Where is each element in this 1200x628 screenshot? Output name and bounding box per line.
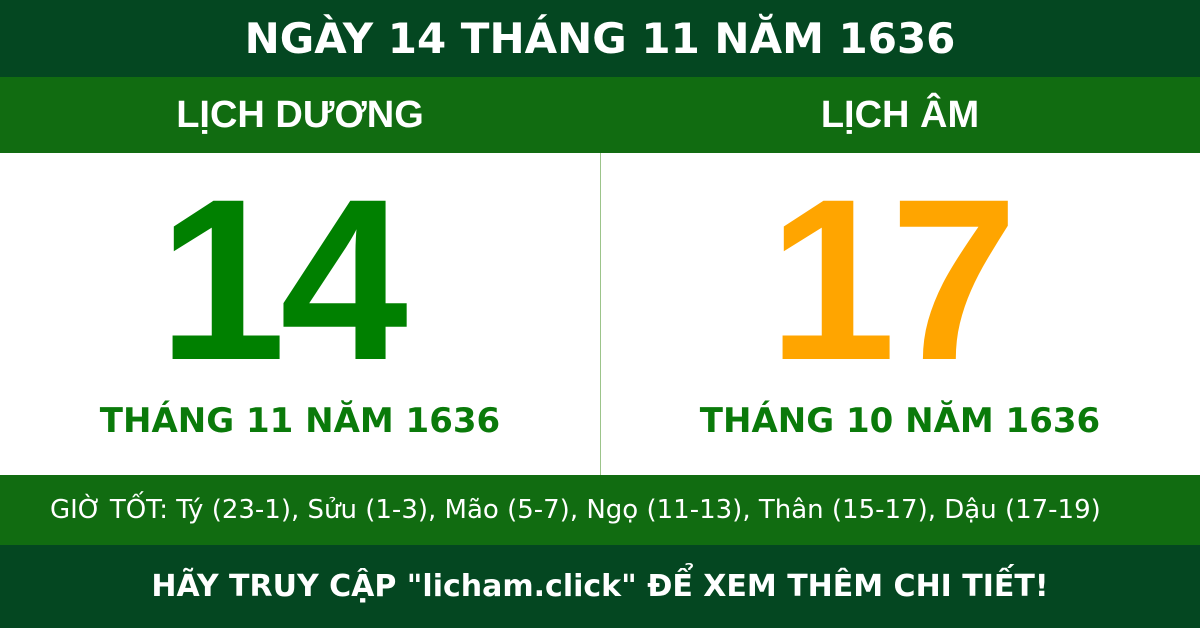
lunar-month-year: THÁNG 10 NĂM 1636: [699, 401, 1101, 441]
column-divider: [600, 153, 601, 475]
good-hours: GIỜ TỐT: Tý (23-1), Sửu (1-3), Mão (5-7)…: [0, 475, 1200, 545]
lunar-heading: LỊCH ÂM: [820, 93, 980, 136]
lunar-column: 17 THÁNG 10 NĂM 1636: [600, 153, 1200, 475]
footer-cta: HÃY TRUY CẬP "licham.click" ĐỂ XEM THÊM …: [0, 545, 1200, 628]
lunar-day: 17: [768, 151, 1018, 408]
solar-month-year: THÁNG 11 NĂM 1636: [99, 401, 501, 441]
solar-day: 14: [158, 151, 408, 408]
calendar-headers: LỊCH DƯƠNG LỊCH ÂM: [0, 77, 1200, 153]
solar-column: 14 THÁNG 11 NĂM 1636: [0, 153, 600, 475]
page-title: NGÀY 14 THÁNG 11 NĂM 1636: [0, 0, 1200, 77]
solar-heading: LỊCH DƯƠNG: [176, 93, 424, 136]
